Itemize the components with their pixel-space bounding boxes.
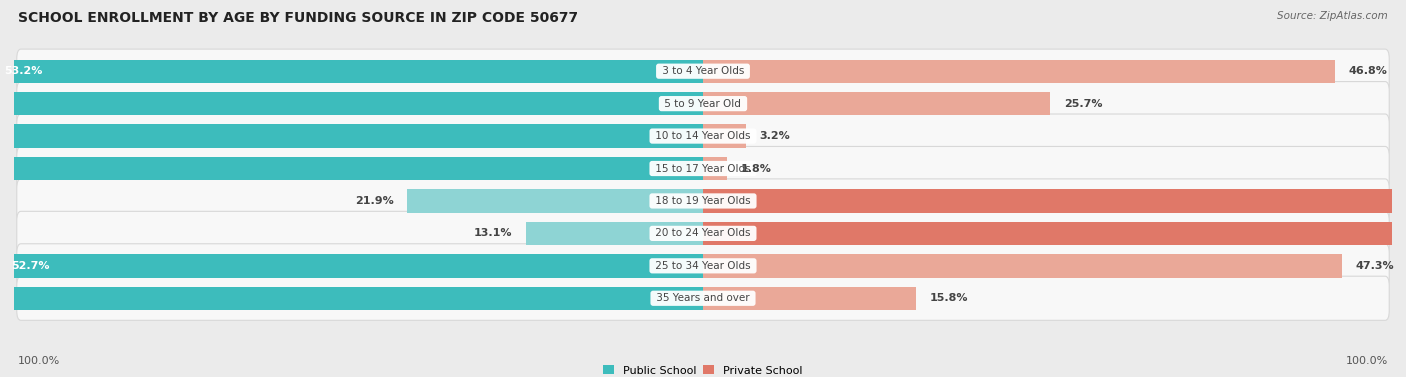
Text: 53.2%: 53.2% [4,66,44,76]
Text: 3.2%: 3.2% [759,131,790,141]
FancyBboxPatch shape [17,179,1389,223]
Legend: Public School, Private School: Public School, Private School [599,361,807,377]
Text: 15.8%: 15.8% [929,293,969,303]
Text: 1.8%: 1.8% [741,164,772,173]
Bar [0,254,703,277]
FancyBboxPatch shape [17,146,1389,190]
Bar [703,222,1406,245]
Text: 100.0%: 100.0% [18,356,60,366]
FancyBboxPatch shape [17,276,1389,320]
Text: 21.9%: 21.9% [354,196,394,206]
Text: 10 to 14 Year Olds: 10 to 14 Year Olds [652,131,754,141]
Text: SCHOOL ENROLLMENT BY AGE BY FUNDING SOURCE IN ZIP CODE 50677: SCHOOL ENROLLMENT BY AGE BY FUNDING SOUR… [18,11,578,25]
FancyBboxPatch shape [17,49,1389,93]
Bar [0,287,703,310]
Bar [703,124,747,148]
Bar [703,157,727,180]
Text: 35 Years and over: 35 Years and over [652,293,754,303]
Text: 20 to 24 Year Olds: 20 to 24 Year Olds [652,228,754,238]
Bar [0,124,703,148]
Bar [0,60,703,83]
Bar [703,189,1406,213]
FancyBboxPatch shape [17,244,1389,288]
Text: Source: ZipAtlas.com: Source: ZipAtlas.com [1277,11,1388,21]
FancyBboxPatch shape [17,211,1389,256]
Text: 47.3%: 47.3% [1355,261,1395,271]
Bar [703,92,1050,115]
FancyBboxPatch shape [17,81,1389,126]
Text: 46.8%: 46.8% [1348,66,1388,76]
Bar [703,254,1341,277]
Bar [526,222,703,245]
FancyBboxPatch shape [17,114,1389,158]
Text: 3 to 4 Year Olds: 3 to 4 Year Olds [658,66,748,76]
Text: 25.7%: 25.7% [1064,99,1102,109]
Text: 18 to 19 Year Olds: 18 to 19 Year Olds [652,196,754,206]
Text: 15 to 17 Year Olds: 15 to 17 Year Olds [652,164,754,173]
Text: 25 to 34 Year Olds: 25 to 34 Year Olds [652,261,754,271]
Text: 13.1%: 13.1% [474,228,513,238]
Bar [408,189,703,213]
Text: 52.7%: 52.7% [11,261,49,271]
Bar [0,157,703,180]
Bar [703,287,917,310]
Text: 100.0%: 100.0% [1346,356,1388,366]
Text: 5 to 9 Year Old: 5 to 9 Year Old [661,99,745,109]
Bar [0,92,703,115]
Bar [703,60,1336,83]
